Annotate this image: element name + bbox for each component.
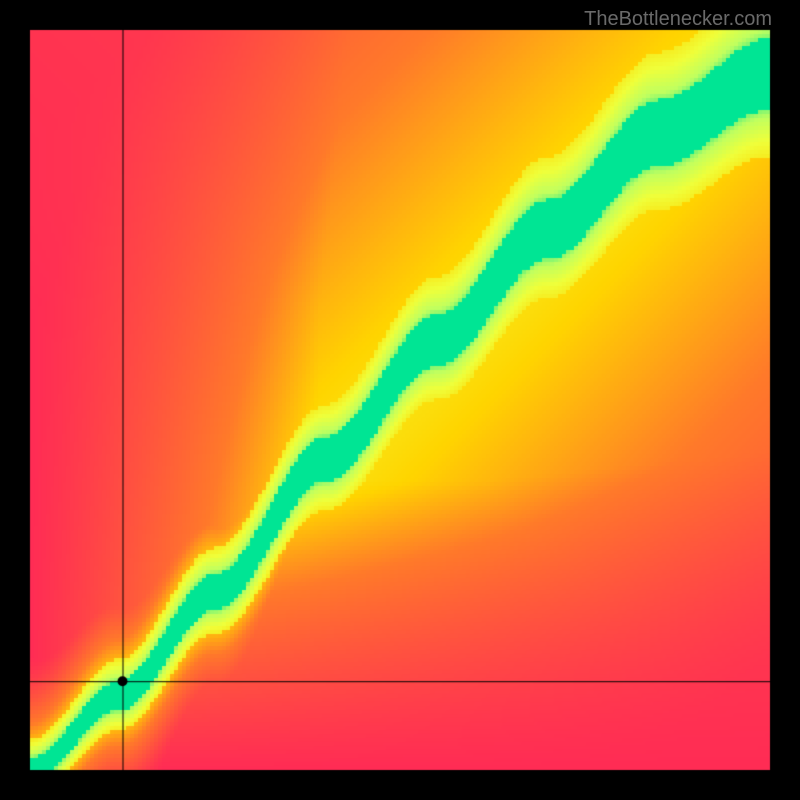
- watermark-text: TheBottlenecker.com: [584, 8, 772, 31]
- bottleneck-heatmap: TheBottlenecker.com: [0, 0, 800, 800]
- heatmap-canvas: [0, 0, 800, 800]
